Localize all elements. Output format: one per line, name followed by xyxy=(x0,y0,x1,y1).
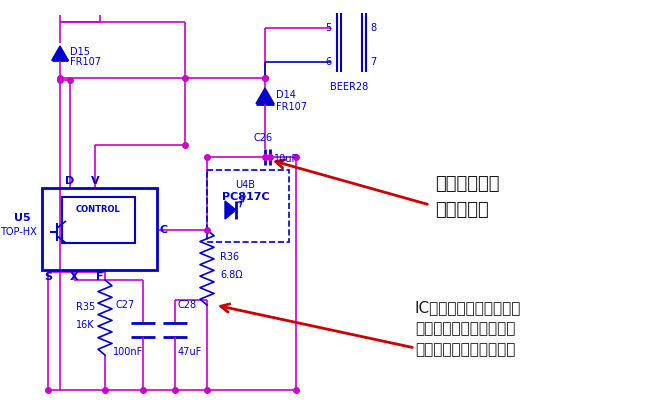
Text: D14: D14 xyxy=(276,90,296,100)
Text: U4B: U4B xyxy=(235,180,255,190)
Text: TOP-HX: TOP-HX xyxy=(0,227,37,237)
Text: PC817C: PC817C xyxy=(222,192,269,202)
Polygon shape xyxy=(225,201,236,219)
Text: 7: 7 xyxy=(370,57,376,67)
Text: F: F xyxy=(96,272,104,282)
Text: C26: C26 xyxy=(253,133,273,143)
Text: U5: U5 xyxy=(14,213,30,223)
Text: X: X xyxy=(69,272,78,282)
Text: IC消耗的电流是一定的，
在保证不触发欠压保护的
前提下尽量降低供电电压: IC消耗的电流是一定的， 在保证不触发欠压保护的 前提下尽量降低供电电压 xyxy=(415,300,522,357)
Text: C28: C28 xyxy=(178,300,197,310)
Text: R36: R36 xyxy=(220,252,239,262)
Text: 100nF: 100nF xyxy=(113,347,143,357)
Text: V: V xyxy=(91,176,99,186)
Bar xyxy=(42,188,157,270)
Text: 16K: 16K xyxy=(77,320,95,330)
Text: 5: 5 xyxy=(325,23,331,33)
Text: S: S xyxy=(44,272,52,282)
Text: 高频电容对降
低损耗有利: 高频电容对降 低损耗有利 xyxy=(435,175,500,219)
Text: C27: C27 xyxy=(115,300,134,310)
Text: C: C xyxy=(160,225,168,235)
Polygon shape xyxy=(52,46,68,60)
Text: R35: R35 xyxy=(76,302,95,312)
Bar xyxy=(207,170,289,242)
Text: 8: 8 xyxy=(370,23,376,33)
Text: FR107: FR107 xyxy=(276,102,307,112)
Text: D: D xyxy=(65,176,75,186)
Text: 6: 6 xyxy=(325,57,331,67)
Text: CONTROL: CONTROL xyxy=(75,205,120,214)
Text: 47uF: 47uF xyxy=(178,347,202,357)
Polygon shape xyxy=(256,88,274,104)
Text: 6.8Ω: 6.8Ω xyxy=(220,270,243,280)
Text: BEER28: BEER28 xyxy=(330,82,368,92)
Bar xyxy=(62,197,135,243)
Text: D15: D15 xyxy=(70,47,90,57)
Text: 10uF: 10uF xyxy=(274,154,298,164)
Text: FR107: FR107 xyxy=(70,57,101,67)
